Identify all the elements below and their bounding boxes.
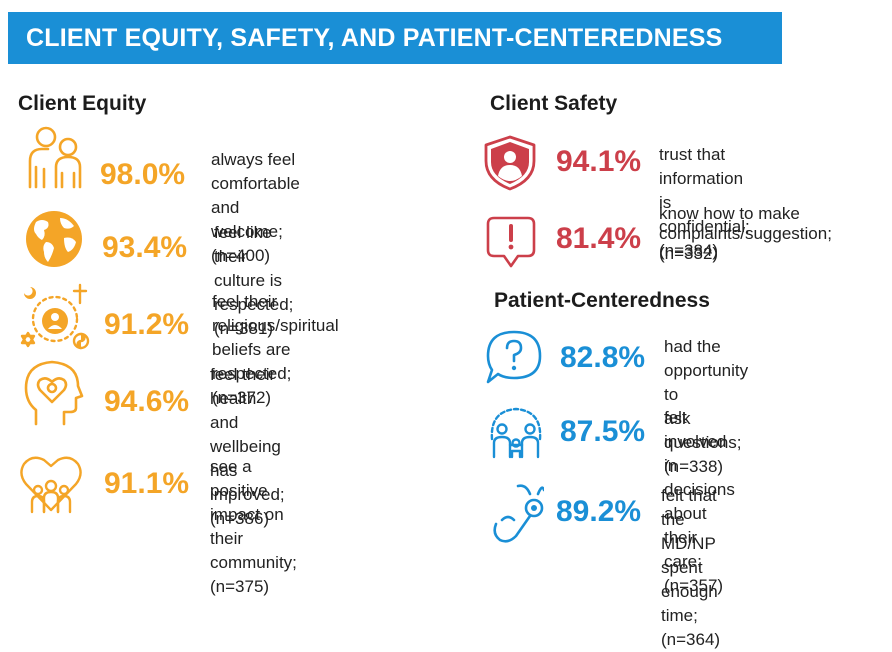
head-heart-icon bbox=[24, 360, 84, 426]
centeredness-percent-3: 89.2% bbox=[556, 495, 642, 528]
equity-desc-3: feel their religious/spiritual beliefs a… bbox=[212, 290, 339, 410]
safety-percent-1: 94.1% bbox=[556, 145, 642, 178]
page-title: CLIENT EQUITY, SAFETY, AND PATIENT-CENTE… bbox=[26, 23, 723, 52]
safety-desc-2-line1: know how to make bbox=[659, 204, 800, 223]
patient-centeredness-heading: Patient-Centeredness bbox=[494, 289, 710, 312]
centeredness-desc-1-line2: ask questions; (n=338) bbox=[664, 409, 742, 476]
centeredness-percent-1: 82.8% bbox=[560, 341, 646, 374]
safety-desc-1-line2: confidential; (n=384) bbox=[659, 217, 750, 260]
family-icon bbox=[28, 126, 82, 189]
equity-percent-2: 93.4% bbox=[102, 231, 188, 264]
community-heart-icon bbox=[20, 456, 82, 514]
centeredness-percent-2: 87.5% bbox=[560, 415, 646, 448]
stethoscope-icon bbox=[493, 484, 544, 543]
page-banner: CLIENT EQUITY, SAFETY, AND PATIENT-CENTE… bbox=[8, 12, 782, 64]
equity-desc-1: always feel comfortable and welcome; (n=… bbox=[211, 148, 300, 268]
centeredness-desc-1-line1: had the opportunity to bbox=[664, 337, 749, 404]
equity-percent-4: 94.6% bbox=[104, 385, 190, 418]
globe-icon bbox=[26, 211, 82, 267]
equity-desc-5-line1: see a positive impact on bbox=[210, 457, 284, 524]
complaint-bubble-icon bbox=[486, 216, 536, 268]
safety-desc-2: know how to make complaints/suggestion; … bbox=[659, 204, 832, 264]
religion-symbols-icon bbox=[20, 283, 90, 350]
equity-desc-3-line2: beliefs are respected; (n=372) bbox=[212, 340, 292, 407]
equity-desc-4-line2: has improved; (n=386) bbox=[210, 461, 285, 528]
equity-percent-1: 98.0% bbox=[100, 158, 186, 191]
equity-desc-4-line1: feel their health and wellbeing bbox=[210, 365, 281, 456]
equity-desc-2-line1: feel like their culture is bbox=[214, 223, 283, 290]
safety-desc-2-line3: (n=332) bbox=[659, 244, 719, 263]
safety-desc-1-line1: trust that information is bbox=[659, 145, 744, 212]
shield-person-icon bbox=[484, 135, 536, 191]
centeredness-desc-2-line1: felt involved in decisions bbox=[664, 408, 735, 499]
centeredness-desc-1: had the opportunity to ask questions; (n… bbox=[664, 335, 748, 479]
group-decision-icon bbox=[490, 407, 542, 459]
equity-percent-5: 91.1% bbox=[104, 467, 190, 500]
centeredness-desc-3: felt that the MD/NP spent enough time; (… bbox=[661, 484, 720, 652]
client-equity-heading: Client Equity bbox=[18, 92, 147, 115]
centeredness-desc-3-line2: enough time; (n=364) bbox=[661, 582, 721, 649]
equity-percent-3: 91.2% bbox=[104, 308, 190, 341]
equity-desc-2-line2: respected; (n=381) bbox=[214, 295, 294, 338]
equity-desc-1-line2: and welcome; (n=400) bbox=[211, 198, 283, 265]
equity-desc-5: see a positive impact on their community… bbox=[210, 455, 297, 599]
equity-desc-4: feel their health and wellbeing has impr… bbox=[210, 363, 285, 531]
equity-desc-1-line1: always feel comfortable bbox=[211, 150, 300, 193]
safety-desc-1: trust that information is confidential; … bbox=[659, 143, 750, 263]
question-bubble-icon bbox=[486, 330, 542, 384]
safety-percent-2: 81.4% bbox=[556, 222, 642, 255]
equity-desc-2: feel like their culture is respected; (n… bbox=[214, 221, 293, 341]
equity-desc-3-line1: feel their religious/spiritual bbox=[212, 292, 339, 335]
centeredness-desc-3-line1: felt that the MD/NP spent bbox=[661, 486, 717, 577]
equity-desc-5-line2: their community; (n=375) bbox=[210, 529, 297, 596]
client-safety-heading: Client Safety bbox=[490, 92, 618, 115]
safety-desc-2-line2: complaints/suggestion; bbox=[659, 224, 832, 243]
